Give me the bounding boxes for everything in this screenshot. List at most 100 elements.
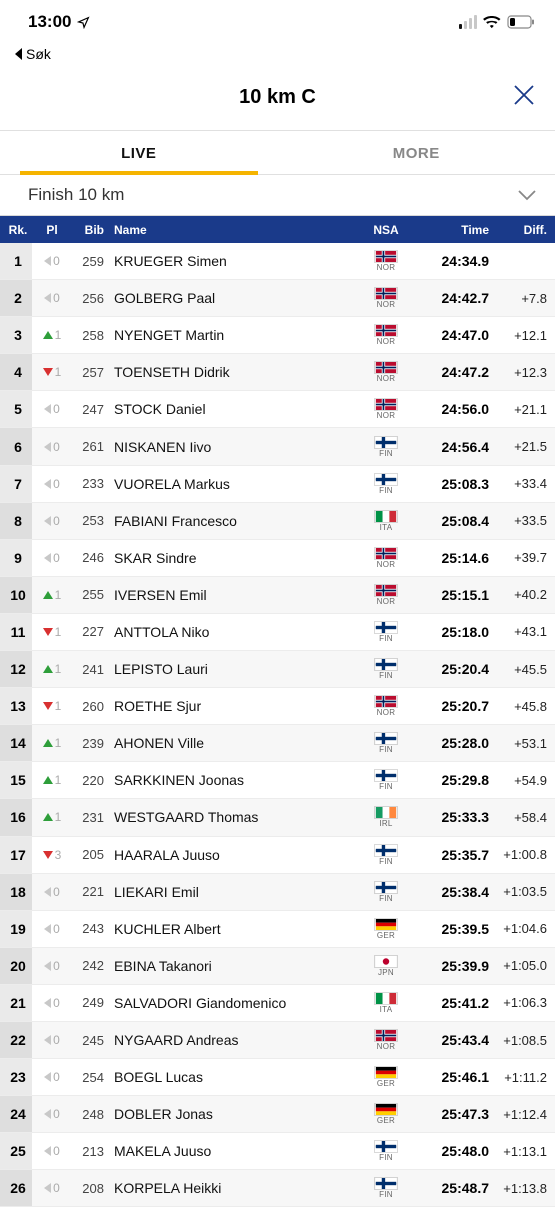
cell-diff: +58.4 (493, 810, 555, 825)
table-row[interactable]: 50247STOCK Daniel NOR24:56.0+21.1 (0, 391, 555, 428)
nsa-code: NOR (377, 709, 396, 717)
cell-time: 25:29.8 (411, 772, 493, 788)
cell-name: HAARALA Juuso (108, 847, 361, 863)
table-row[interactable]: 131260ROETHE Sjur NOR25:20.7+45.8 (0, 688, 555, 725)
back-icon (14, 48, 24, 60)
move-icon (43, 331, 53, 339)
move-value: 1 (55, 662, 62, 676)
nsa-code: FIN (379, 635, 393, 643)
cell-nsa: NOR (361, 695, 411, 717)
move-icon (44, 516, 51, 526)
table-row[interactable]: 210249SALVADORI GiandomenicoITA25:41.2+1… (0, 985, 555, 1022)
cell-name: VUORELA Markus (108, 476, 361, 492)
table-row[interactable]: 220245NYGAARD Andreas NOR25:43.4+1:08.5 (0, 1022, 555, 1059)
cell-nsa: NOR (361, 287, 411, 309)
table-row[interactable]: 151220SARKKINEN Joonas FIN25:29.8+54.9 (0, 762, 555, 799)
cell-move: 0 (32, 885, 72, 899)
table-row[interactable]: 180221LIEKARI Emil FIN25:38.4+1:03.5 (0, 874, 555, 911)
cell-diff: +12.1 (493, 328, 555, 343)
split-selector[interactable]: Finish 10 km (0, 175, 555, 216)
cell-bib: 255 (72, 587, 108, 602)
results-table: Rk. Pl Bib Name NSA Time Diff. 10259KRUE… (0, 216, 555, 1207)
table-row[interactable]: 70233VUORELA Markus FIN25:08.3+33.4 (0, 466, 555, 503)
nsa-code: FIN (379, 783, 393, 791)
cell-nsa: NOR (361, 584, 411, 606)
move-value: 0 (53, 402, 60, 416)
cell-bib: 231 (72, 810, 108, 825)
table-row[interactable]: 121241LEPISTO Lauri FIN25:20.4+45.5 (0, 651, 555, 688)
nsa-code: GER (377, 932, 395, 940)
table-row[interactable]: 260208KORPELA Heikki FIN25:48.7+1:13.8 (0, 1170, 555, 1207)
table-row[interactable]: 10259KRUEGER Simen NOR24:34.9 (0, 243, 555, 280)
cell-move: 1 (32, 773, 72, 787)
table-row[interactable]: 80253FABIANI FrancescoITA25:08.4+33.5 (0, 503, 555, 540)
move-value: 0 (53, 1070, 60, 1084)
header-pl: Pl (32, 223, 72, 237)
table-row[interactable]: 141239AHONEN Ville FIN25:28.0+53.1 (0, 725, 555, 762)
move-icon (43, 851, 53, 859)
cell-diff: +45.5 (493, 662, 555, 677)
table-row[interactable]: 41257TOENSETH Didrik NOR24:47.2+12.3 (0, 354, 555, 391)
cell-time: 25:43.4 (411, 1032, 493, 1048)
cell-time: 25:38.4 (411, 884, 493, 900)
cell-name: BOEGL Lucas (108, 1069, 361, 1085)
move-icon (44, 1035, 51, 1045)
nsa-code: FIN (379, 858, 393, 866)
cell-bib: 246 (72, 550, 108, 565)
cell-bib: 233 (72, 476, 108, 491)
cell-name: SKAR Sindre (108, 550, 361, 566)
cell-diff: +12.3 (493, 365, 555, 380)
move-icon (44, 1109, 51, 1119)
cell-nsa: GER (361, 1066, 411, 1088)
cell-move: 0 (32, 1181, 72, 1195)
table-row[interactable]: 20256GOLBERG Paal NOR24:42.7+7.8 (0, 280, 555, 317)
cell-bib: 259 (72, 254, 108, 269)
table-row[interactable]: 250213MAKELA Juuso FIN25:48.0+1:13.1 (0, 1133, 555, 1170)
cell-name: KORPELA Heikki (108, 1180, 361, 1196)
cell-bib: 213 (72, 1144, 108, 1159)
table-row[interactable]: 111227ANTTOLA Niko FIN25:18.0+43.1 (0, 614, 555, 651)
title-bar: 10 km C (0, 70, 555, 124)
table-row[interactable]: 90246SKAR Sindre NOR25:14.6+39.7 (0, 540, 555, 577)
move-value: 1 (55, 328, 62, 342)
cell-time: 24:47.0 (411, 327, 493, 343)
table-row[interactable]: 173205HAARALA Juuso FIN25:35.7+1:00.8 (0, 837, 555, 874)
table-row[interactable]: 31258NYENGET Martin NOR24:47.0+12.1 (0, 317, 555, 354)
nsa-code: IRL (379, 820, 392, 828)
cell-diff: +39.7 (493, 550, 555, 565)
cell-nsa: FIN (361, 1177, 411, 1199)
move-icon (44, 1146, 51, 1156)
cell-nsa: NOR (361, 250, 411, 272)
tab-more[interactable]: MORE (278, 131, 555, 174)
nsa-code: FIN (379, 1154, 393, 1162)
table-row[interactable]: 60261NISKANEN Iivo FIN24:56.4+21.5 (0, 428, 555, 465)
table-row[interactable]: 240248DOBLER JonasGER25:47.3+1:12.4 (0, 1096, 555, 1133)
back-to-search[interactable]: Søk (0, 44, 555, 70)
table-row[interactable]: 200242EBINA TakanoriJPN25:39.9+1:05.0 (0, 948, 555, 985)
cell-bib: 258 (72, 328, 108, 343)
move-icon (43, 739, 53, 747)
table-row[interactable]: 161231WESTGAARD ThomasIRL25:33.3+58.4 (0, 799, 555, 836)
cell-move: 1 (32, 625, 72, 639)
cell-nsa: NOR (361, 361, 411, 383)
cell-move: 0 (32, 1107, 72, 1121)
nsa-code: FIN (379, 1191, 393, 1199)
cell-name: KRUEGER Simen (108, 253, 361, 269)
header-bib: Bib (72, 223, 108, 237)
tabs: LIVE MORE (0, 130, 555, 175)
cell-diff: +1:11.2 (493, 1070, 555, 1085)
header-time: Time (411, 223, 493, 237)
table-row[interactable]: 101255IVERSEN Emil NOR25:15.1+40.2 (0, 577, 555, 614)
cell-move: 0 (32, 922, 72, 936)
cell-move: 0 (32, 551, 72, 565)
move-value: 0 (53, 254, 60, 268)
cell-diff: +1:06.3 (493, 995, 555, 1010)
split-selector-label: Finish 10 km (28, 185, 124, 205)
cell-rank: 15 (0, 762, 32, 798)
move-icon (43, 702, 53, 710)
close-icon[interactable] (511, 82, 537, 108)
table-row[interactable]: 230254BOEGL LucasGER25:46.1+1:11.2 (0, 1059, 555, 1096)
cell-move: 0 (32, 477, 72, 491)
tab-live[interactable]: LIVE (0, 131, 278, 174)
table-row[interactable]: 190243KUCHLER AlbertGER25:39.5+1:04.6 (0, 911, 555, 948)
